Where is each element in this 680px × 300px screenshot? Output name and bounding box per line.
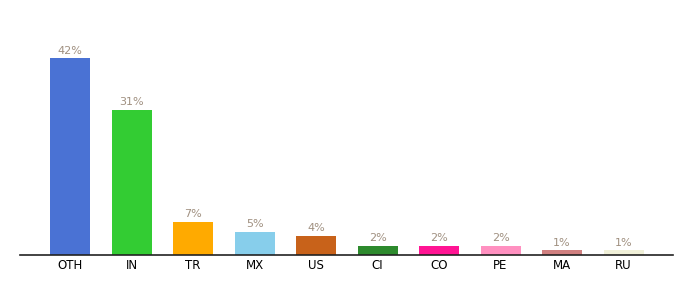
- Bar: [604, 250, 643, 255]
- Text: 42%: 42%: [58, 46, 82, 56]
- Text: 2%: 2%: [492, 233, 509, 243]
- Text: 4%: 4%: [307, 224, 325, 233]
- Bar: [50, 58, 90, 255]
- Text: 5%: 5%: [245, 219, 263, 229]
- Text: 1%: 1%: [554, 238, 571, 248]
- Text: 7%: 7%: [184, 209, 202, 219]
- Bar: [542, 250, 582, 255]
- Text: 1%: 1%: [615, 238, 632, 248]
- Bar: [296, 236, 336, 255]
- Bar: [358, 246, 398, 255]
- Text: 2%: 2%: [430, 233, 448, 243]
- Bar: [173, 222, 213, 255]
- Bar: [235, 232, 275, 255]
- Text: 2%: 2%: [369, 233, 386, 243]
- Text: 31%: 31%: [119, 97, 144, 107]
- Bar: [419, 246, 459, 255]
- Bar: [481, 246, 520, 255]
- Bar: [112, 110, 152, 255]
